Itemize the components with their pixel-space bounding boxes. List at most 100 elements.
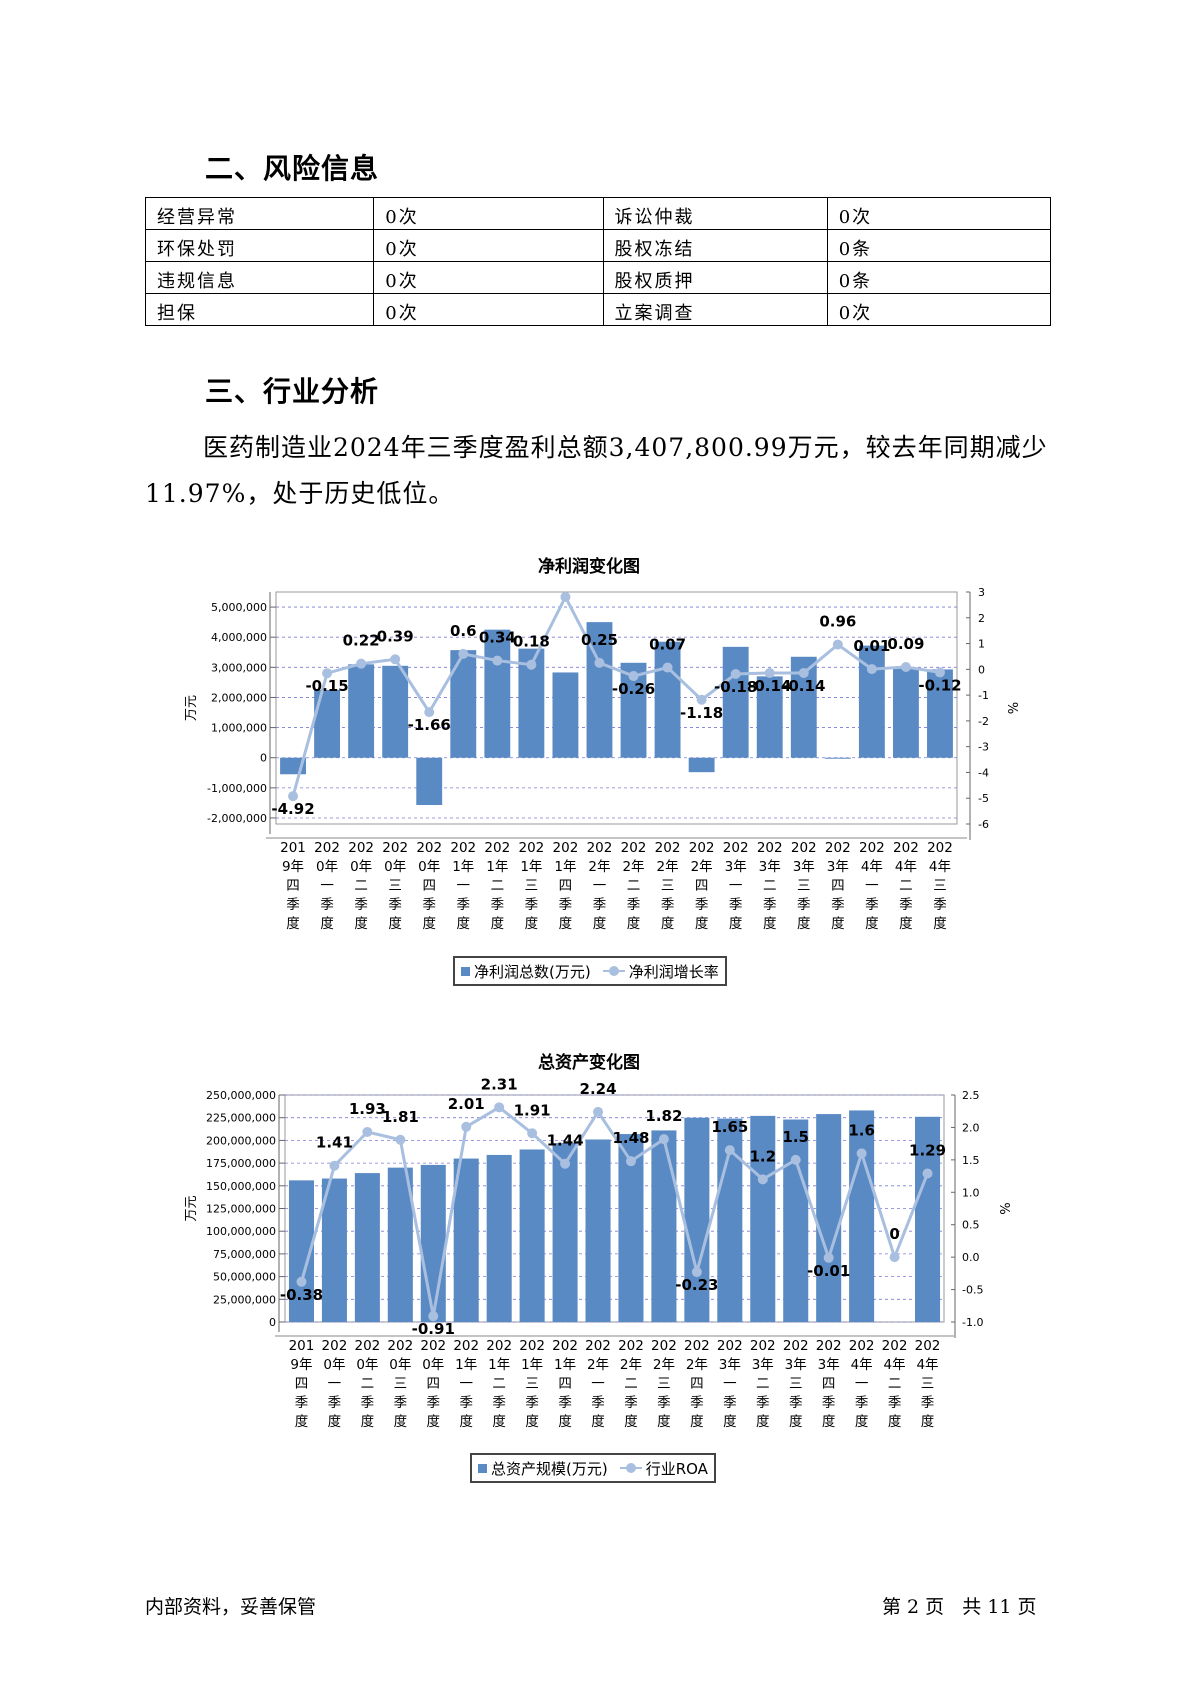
y2-tick-label: 0.0: [962, 1251, 980, 1264]
table-cell: 担保: [144, 293, 375, 326]
x-tick-label: 四: [422, 878, 436, 894]
x-tick-label: 9年: [282, 859, 304, 875]
x-tick-label: 一: [865, 878, 879, 894]
x-tick-label: 季: [295, 1395, 309, 1411]
data-label: 0.34: [479, 629, 516, 647]
line-point: [823, 1252, 834, 1263]
x-tick-label: 202: [723, 840, 749, 856]
data-label: -1.66: [408, 716, 451, 734]
y2-tick-label: 2.5: [962, 1089, 980, 1102]
data-label: 1.2: [749, 1147, 776, 1165]
y-tick-label: 3,000,000: [211, 661, 267, 674]
y2-tick-label: 2.0: [962, 1121, 980, 1134]
x-tick-label: 二: [354, 878, 368, 894]
line-point: [560, 1158, 571, 1169]
table-cell: 0次: [373, 293, 604, 326]
x-tick-label: 度: [591, 1414, 605, 1430]
x-tick-label: 2年: [653, 1357, 675, 1373]
x-tick-label: 季: [354, 897, 368, 913]
legend-label: 净利润增长率: [628, 962, 719, 981]
x-tick-label: 四: [831, 878, 845, 894]
x-tick-label: 三: [797, 878, 811, 894]
y-tick-label: 0: [260, 752, 267, 765]
x-tick-label: 202: [757, 840, 783, 856]
x-tick-label: 度: [491, 916, 505, 932]
x-tick-label: 度: [756, 1414, 770, 1430]
table-cell: 0次: [373, 261, 604, 294]
x-tick-label: 季: [695, 897, 709, 913]
x-tick-label: 季: [661, 897, 675, 913]
line-point: [322, 668, 333, 679]
x-tick-label: 季: [593, 897, 607, 913]
x-tick-label: 三: [657, 1376, 671, 1392]
data-label: 1.6: [848, 1121, 875, 1139]
line-point: [329, 1160, 340, 1171]
x-tick-label: 202: [387, 1338, 413, 1354]
x-tick-label: 202: [585, 1338, 611, 1354]
x-tick-label: 一: [723, 1376, 737, 1392]
x-tick-label: 202: [717, 1338, 743, 1354]
x-tick-label: 202: [651, 1338, 677, 1354]
paragraph-text: 医药制造业2024年三季度盈利总额3,407,800.99万元，较去年同期减少1…: [145, 433, 1048, 508]
x-tick-label: 202: [689, 840, 715, 856]
x-tick-label: 202: [382, 840, 408, 856]
x-tick-label: 4年: [929, 859, 951, 875]
x-tick-label: 2年: [588, 859, 610, 875]
x-tick-label: 2年: [657, 859, 679, 875]
x-tick-label: 0年: [356, 1357, 378, 1373]
line-legend-swatch: [619, 1463, 642, 1473]
chart-title-total-assets: 总资产变化图: [538, 1053, 640, 1073]
line-legend-swatch: [602, 966, 625, 976]
data-label: -0.14: [782, 677, 825, 695]
x-tick-label: 202: [587, 840, 613, 856]
x-tick-label: 202: [849, 1338, 875, 1354]
x-tick-label: 季: [921, 1395, 935, 1411]
y2-tick-label: -1: [978, 689, 989, 702]
x-tick-label: 四: [822, 1376, 836, 1392]
x-tick-label: 季: [422, 897, 436, 913]
x-tick-label: 度: [797, 916, 811, 932]
x-tick-label: 度: [789, 1414, 803, 1430]
x-tick-label: 一: [591, 1376, 605, 1392]
x-tick-label: 三: [394, 1376, 408, 1392]
y2-tick-label: 1.0: [962, 1186, 980, 1199]
x-tick-label: 202: [816, 1338, 842, 1354]
data-label: -0.91: [412, 1320, 455, 1338]
line-point: [625, 1156, 636, 1167]
x-tick-label: 二: [763, 878, 777, 894]
x-tick-label: 二: [899, 878, 913, 894]
x-tick-label: 4年: [851, 1357, 873, 1373]
line-point: [730, 668, 741, 679]
x-tick-label: 202: [553, 840, 579, 856]
x-tick-label: 度: [593, 916, 607, 932]
table-cell: 0次: [373, 229, 604, 262]
x-tick-label: 度: [729, 916, 743, 932]
data-label: 1.29: [909, 1141, 946, 1159]
line-point: [856, 1148, 867, 1159]
x-tick-label: 3年: [752, 1357, 774, 1373]
x-tick-label: 季: [888, 1395, 902, 1411]
y2-tick-label: 0.5: [962, 1219, 980, 1232]
x-tick-label: 二: [756, 1376, 770, 1392]
x-tick-label: 三: [525, 878, 539, 894]
bar: [453, 1158, 479, 1322]
x-tick-label: 202: [825, 840, 851, 856]
table-cell: 诉讼仲裁: [602, 197, 828, 230]
x-tick-label: 度: [394, 1414, 408, 1430]
x-tick-label: 二: [492, 1376, 506, 1392]
x-tick-label: 季: [729, 897, 743, 913]
x-tick-label: 季: [591, 1395, 605, 1411]
bar: [552, 1143, 578, 1322]
x-tick-label: 度: [661, 916, 675, 932]
data-label: 0.96: [819, 613, 856, 631]
x-tick-label: 三: [525, 1376, 539, 1392]
x-tick-label: 季: [797, 897, 811, 913]
data-label: -0.23: [675, 1276, 718, 1294]
y2-tick-label: -4: [978, 766, 989, 779]
x-tick-label: 季: [831, 897, 845, 913]
y-tick-label: 200,000,000: [206, 1134, 276, 1147]
bar-legend-swatch: [461, 966, 470, 976]
table-cell: 经营异常: [144, 197, 375, 230]
y2-tick-label: 0: [978, 663, 985, 676]
data-label: 2.01: [448, 1095, 485, 1113]
